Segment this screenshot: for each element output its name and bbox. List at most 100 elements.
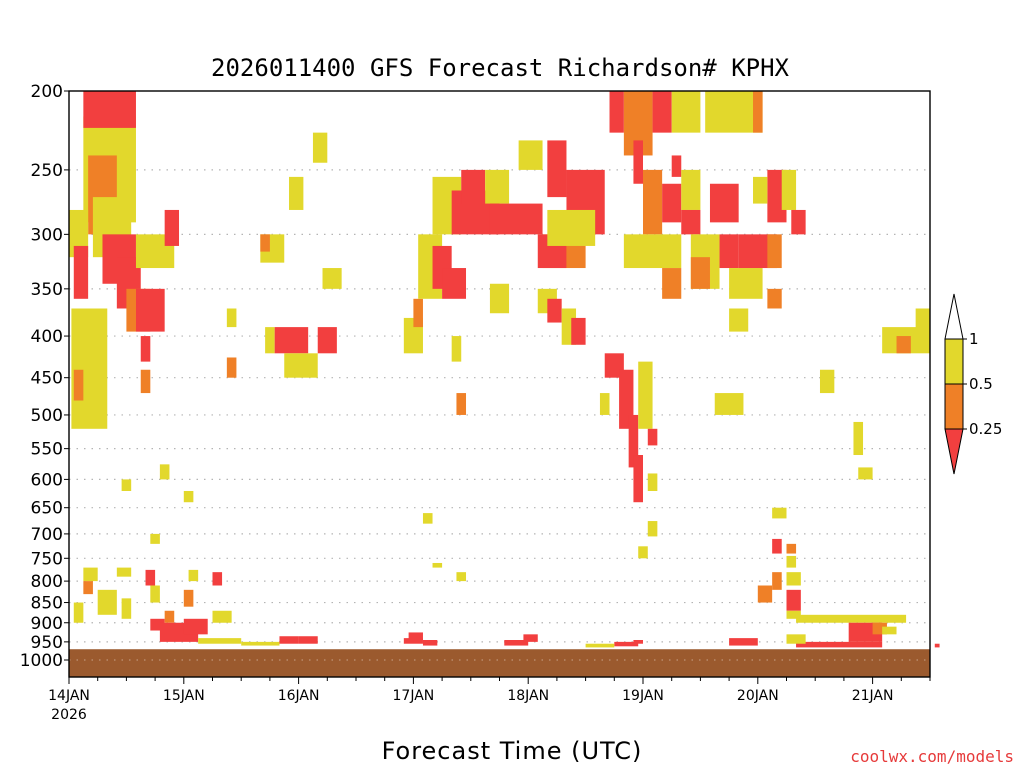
ri-cell-143	[614, 641, 639, 647]
ri-cell-130	[298, 636, 318, 644]
plot-area	[68, 90, 940, 678]
ri-cell-52	[619, 369, 634, 429]
ri-cell-48	[547, 298, 562, 323]
ri-cell-5	[69, 209, 89, 258]
ri-cell-129	[279, 636, 299, 644]
ri-cell-72	[662, 268, 682, 299]
x-axis: 14JAN 2026 15JAN 16JAN 17JAN 18JAN 19JAN 20JAN 2…	[48, 677, 931, 723]
ri-cell-139	[408, 632, 423, 641]
ri-cell-142	[523, 634, 538, 642]
colorbar-bin-1	[944, 383, 964, 430]
ri-cell-123	[183, 589, 194, 607]
ri-cell-35	[485, 169, 510, 204]
ri-cell-91	[858, 467, 873, 480]
x-tick-label-21JAN: 21JAN	[852, 688, 894, 704]
ri-cell-133	[183, 490, 194, 503]
ri-cell-104	[796, 614, 907, 623]
ri-cell-21	[317, 327, 337, 354]
ri-cell-40	[518, 140, 543, 170]
ri-cell-126	[212, 610, 232, 623]
ri-cell-144	[633, 640, 643, 644]
y-tick-label-1000: 1000	[20, 651, 63, 671]
ri-cell-127	[198, 638, 242, 644]
ri-cell-85	[791, 209, 806, 235]
ri-cell-132	[159, 464, 170, 480]
ri-cell-64	[652, 91, 672, 133]
ri-cell-138	[403, 638, 423, 644]
ri-cell-59	[647, 521, 658, 537]
ri-cell-20	[284, 353, 318, 378]
y-tick-label-800: 800	[31, 572, 63, 592]
ri-cell-63	[633, 140, 643, 184]
ri-cell-78	[719, 234, 739, 269]
colorbar: 1 0.5 0.25	[944, 293, 1002, 475]
y-tick-label-700: 700	[31, 525, 63, 545]
ri-cell-25	[312, 132, 328, 163]
ri-cell-79	[729, 268, 763, 299]
y-tick-label-250: 250	[31, 161, 63, 181]
ri-cell-98	[786, 555, 797, 568]
x-tick-sublabel: 2026	[51, 707, 87, 723]
ri-cell-140	[422, 640, 438, 646]
ri-cell-54	[633, 455, 643, 503]
x-tick-label-14JAN: 14JAN	[48, 688, 90, 704]
y-tick-label-950: 950	[31, 633, 63, 653]
ri-cell-43	[547, 140, 567, 198]
ri-cell-128	[241, 641, 280, 646]
ri-cell-110	[729, 638, 758, 646]
ri-cell-13	[164, 209, 180, 246]
ri-cell-70	[623, 234, 682, 269]
ri-cell-15	[140, 369, 151, 394]
ri-cell-73	[681, 169, 701, 210]
ri-cell-94	[915, 308, 930, 337]
ri-cell-135	[422, 513, 433, 524]
ri-cell-103	[786, 610, 801, 619]
ri-cell-122	[183, 618, 208, 635]
ri-cell-17	[260, 234, 270, 252]
ri-cell-131	[121, 479, 132, 491]
y-tick-label-350: 350	[31, 280, 63, 300]
ri-cell-23	[226, 308, 237, 328]
ri-cell-31	[442, 268, 467, 299]
ri-cell-19	[274, 327, 309, 354]
ri-cell-55	[599, 393, 610, 415]
x-tick-label-20JAN: 20JAN	[737, 688, 779, 704]
y-tick-label-600: 600	[31, 470, 63, 490]
ri-cell-106	[872, 622, 887, 635]
y-tick-label-400: 400	[31, 327, 63, 347]
y-tick-label-300: 300	[31, 225, 63, 245]
x-tick-label-16JAN: 16JAN	[278, 688, 320, 704]
ri-cell-53	[628, 414, 639, 468]
ri-cell-93	[896, 336, 911, 354]
ri-cell-82	[767, 234, 782, 269]
ri-cell-65	[671, 91, 701, 133]
ri-cell-14	[140, 336, 151, 362]
ri-cell-109	[786, 634, 806, 644]
chart-title: 2026011400 GFS Forecast Richardson# KPHX	[211, 54, 790, 82]
ri-cell-108	[796, 641, 883, 648]
ri-cell-90	[853, 421, 864, 456]
ri-cell-88	[714, 393, 744, 415]
y-tick-label-750: 750	[31, 549, 63, 569]
ri-cell-118	[150, 585, 160, 603]
y-tick-label-500: 500	[31, 406, 63, 426]
ground-layer	[69, 649, 930, 677]
colorbar-tick-label-1: 0.5	[969, 375, 993, 393]
ri-cell-146	[934, 643, 940, 648]
ri-cell-0	[71, 308, 108, 429]
ri-cell-37	[456, 393, 467, 415]
ri-cell-99	[757, 585, 773, 603]
ri-cell-136	[432, 562, 443, 568]
ri-cell-61	[609, 91, 624, 133]
ri-cell-11	[135, 288, 165, 332]
ri-cell-39	[489, 203, 543, 235]
ri-cell-101	[786, 589, 801, 611]
ri-cell-87	[767, 288, 782, 309]
ri-cell-111	[73, 602, 84, 623]
ri-cell-50	[571, 317, 586, 345]
ri-cell-112	[83, 567, 98, 582]
ri-cell-67	[753, 91, 763, 133]
ri-cell-71	[662, 183, 682, 223]
ri-cell-76	[690, 257, 710, 289]
ri-cell-57	[647, 428, 658, 446]
